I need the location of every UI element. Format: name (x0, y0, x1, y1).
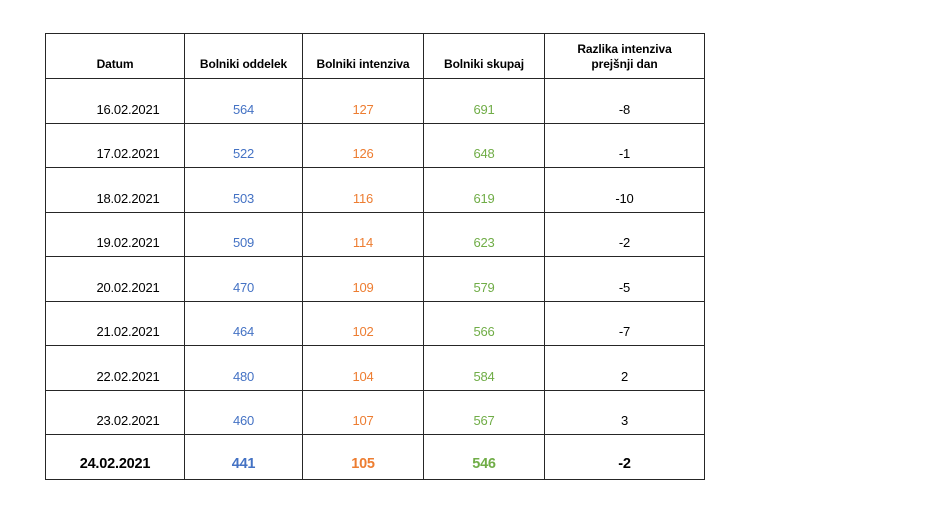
header-row: Datum Bolniki oddelek Bolniki intenziva Bol… (45, 33, 705, 79)
column-header-razlika: Razlika intenziva prejšnji dan (544, 33, 705, 79)
table-row: 17.02.2021 522 126 648 -1 (45, 122, 705, 168)
cell-datum: 17.02.2021 (45, 122, 185, 168)
cell-oddelek: 470 (184, 256, 303, 302)
cell-oddelek: 441 (184, 434, 303, 480)
cell-oddelek: 522 (184, 122, 303, 168)
table-row: 23.02.2021 460 107 567 3 (45, 389, 705, 435)
table-row: 24.02.2021 441 105 546 -2 (45, 434, 705, 480)
cell-datum: 20.02.2021 (45, 256, 185, 302)
cell-skupaj: 648 (423, 122, 545, 168)
cell-oddelek: 564 (184, 78, 303, 124)
cell-razlika: 2 (544, 345, 705, 391)
cell-intenziva: 127 (302, 78, 424, 124)
cell-intenziva: 114 (302, 211, 424, 257)
cell-skupaj: 546 (423, 434, 545, 480)
cell-skupaj: 691 (423, 78, 545, 124)
cell-datum: 21.02.2021 (45, 300, 185, 346)
cell-datum: 16.02.2021 (45, 78, 185, 124)
cell-razlika: -8 (544, 78, 705, 124)
column-header-skupaj: Bolniki skupaj (423, 33, 545, 79)
patients-table: Datum Bolniki oddelek Bolniki intenziva Bol… (45, 33, 705, 480)
column-header-oddelek: Bolniki oddelek (184, 33, 303, 79)
cell-skupaj: 619 (423, 167, 545, 213)
cell-skupaj: 623 (423, 211, 545, 257)
column-header-datum: Datum (45, 33, 185, 79)
table-row: 16.02.2021 564 127 691 -8 (45, 78, 705, 124)
table-row: 22.02.2021 480 104 584 2 (45, 345, 705, 391)
cell-intenziva: 116 (302, 167, 424, 213)
cell-intenziva: 104 (302, 345, 424, 391)
table-row: 20.02.2021 470 109 579 -5 (45, 256, 705, 302)
cell-oddelek: 464 (184, 300, 303, 346)
cell-razlika: -10 (544, 167, 705, 213)
cell-oddelek: 480 (184, 345, 303, 391)
cell-skupaj: 567 (423, 389, 545, 435)
cell-datum: 23.02.2021 (45, 389, 185, 435)
cell-oddelek: 503 (184, 167, 303, 213)
cell-skupaj: 579 (423, 256, 545, 302)
cell-skupaj: 584 (423, 345, 545, 391)
cell-intenziva: 109 (302, 256, 424, 302)
cell-razlika: -2 (544, 211, 705, 257)
cell-razlika: -7 (544, 300, 705, 346)
cell-intenziva: 105 (302, 434, 424, 480)
table-row: 21.02.2021 464 102 566 -7 (45, 300, 705, 346)
cell-datum: 24.02.2021 (45, 434, 185, 480)
cell-datum: 18.02.2021 (45, 167, 185, 213)
cell-intenziva: 126 (302, 122, 424, 168)
cell-intenziva: 107 (302, 389, 424, 435)
table-body: 16.02.2021 564 127 691 -8 17.02.2021 522 126 648… (45, 78, 705, 480)
cell-oddelek: 460 (184, 389, 303, 435)
cell-oddelek: 509 (184, 211, 303, 257)
cell-razlika: 3 (544, 389, 705, 435)
cell-razlika: -2 (544, 434, 705, 480)
cell-razlika: -5 (544, 256, 705, 302)
cell-datum: 19.02.2021 (45, 211, 185, 257)
cell-razlika: -1 (544, 122, 705, 168)
column-header-intenziva: Bolniki intenziva (302, 33, 424, 79)
table-row: 18.02.2021 503 116 619 -10 (45, 167, 705, 213)
table-row: 19.02.2021 509 114 623 -2 (45, 211, 705, 257)
cell-datum: 22.02.2021 (45, 345, 185, 391)
cell-skupaj: 566 (423, 300, 545, 346)
table-header: Datum Bolniki oddelek Bolniki intenziva Bol… (45, 33, 705, 79)
cell-intenziva: 102 (302, 300, 424, 346)
